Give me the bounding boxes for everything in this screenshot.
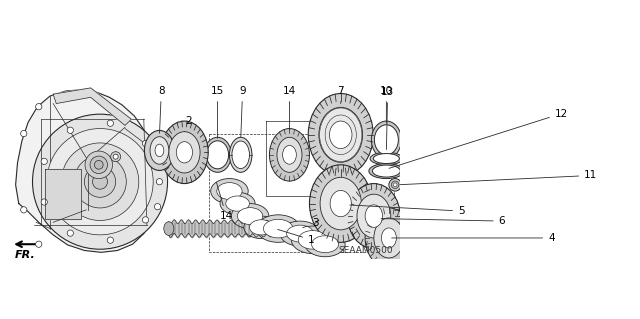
- Circle shape: [84, 166, 116, 197]
- Text: 8: 8: [158, 86, 164, 133]
- Circle shape: [93, 174, 108, 189]
- Ellipse shape: [374, 218, 404, 258]
- Ellipse shape: [155, 144, 164, 157]
- Circle shape: [36, 104, 42, 110]
- Ellipse shape: [145, 130, 175, 170]
- Ellipse shape: [232, 141, 250, 168]
- Ellipse shape: [277, 137, 302, 172]
- Text: 7: 7: [337, 86, 344, 104]
- Circle shape: [74, 155, 126, 208]
- Ellipse shape: [207, 141, 228, 169]
- Circle shape: [108, 237, 113, 243]
- Circle shape: [154, 204, 161, 210]
- Text: 10: 10: [380, 86, 393, 122]
- Circle shape: [111, 152, 121, 162]
- Ellipse shape: [373, 153, 399, 164]
- Circle shape: [47, 129, 153, 235]
- Ellipse shape: [365, 205, 383, 227]
- Text: 15: 15: [211, 86, 224, 138]
- Ellipse shape: [230, 137, 252, 172]
- Ellipse shape: [257, 215, 300, 242]
- Circle shape: [61, 143, 139, 220]
- Circle shape: [108, 120, 113, 126]
- Ellipse shape: [319, 107, 363, 162]
- Ellipse shape: [250, 220, 273, 235]
- Text: 11: 11: [400, 170, 597, 185]
- Ellipse shape: [298, 231, 327, 249]
- Ellipse shape: [237, 208, 263, 225]
- Circle shape: [41, 158, 47, 165]
- Circle shape: [33, 114, 168, 249]
- Circle shape: [67, 230, 74, 236]
- Ellipse shape: [357, 194, 391, 238]
- Ellipse shape: [348, 183, 400, 249]
- Circle shape: [95, 160, 103, 169]
- Ellipse shape: [269, 129, 310, 181]
- Circle shape: [392, 181, 399, 189]
- Circle shape: [156, 179, 163, 185]
- Text: 12: 12: [389, 108, 568, 168]
- Ellipse shape: [169, 132, 200, 173]
- Ellipse shape: [381, 228, 396, 248]
- Circle shape: [41, 199, 47, 205]
- Ellipse shape: [330, 190, 351, 217]
- Circle shape: [67, 127, 74, 133]
- Ellipse shape: [312, 236, 339, 253]
- Ellipse shape: [371, 121, 401, 159]
- Ellipse shape: [231, 204, 269, 229]
- Circle shape: [389, 179, 401, 191]
- Ellipse shape: [226, 196, 250, 211]
- Text: 14: 14: [283, 86, 296, 130]
- Circle shape: [90, 156, 108, 174]
- Ellipse shape: [291, 226, 334, 254]
- Ellipse shape: [204, 137, 231, 172]
- Ellipse shape: [267, 222, 277, 235]
- Ellipse shape: [305, 232, 345, 257]
- Ellipse shape: [287, 225, 314, 242]
- Ellipse shape: [330, 121, 352, 149]
- Ellipse shape: [365, 208, 413, 268]
- Ellipse shape: [220, 192, 255, 215]
- Ellipse shape: [283, 145, 296, 164]
- Text: 1: 1: [278, 229, 315, 245]
- Circle shape: [143, 217, 148, 223]
- Circle shape: [20, 207, 27, 213]
- Ellipse shape: [280, 221, 320, 246]
- Ellipse shape: [264, 219, 293, 238]
- Text: 9: 9: [239, 86, 246, 137]
- Text: 5: 5: [349, 205, 465, 216]
- Ellipse shape: [370, 152, 403, 165]
- Ellipse shape: [161, 121, 208, 183]
- Circle shape: [393, 183, 397, 187]
- Ellipse shape: [308, 93, 373, 176]
- Circle shape: [154, 153, 161, 160]
- Polygon shape: [45, 169, 81, 219]
- Polygon shape: [53, 88, 131, 125]
- Ellipse shape: [369, 164, 404, 179]
- Ellipse shape: [150, 137, 169, 164]
- Ellipse shape: [244, 216, 279, 239]
- Text: FR.: FR.: [15, 250, 35, 261]
- Text: 13: 13: [381, 87, 394, 150]
- Ellipse shape: [372, 165, 401, 177]
- Circle shape: [143, 140, 148, 147]
- Text: 3: 3: [303, 218, 319, 228]
- Ellipse shape: [320, 177, 362, 230]
- Text: SEAAM0500: SEAAM0500: [338, 246, 392, 255]
- Text: 6: 6: [381, 216, 506, 226]
- Ellipse shape: [374, 125, 398, 155]
- Text: 2: 2: [184, 116, 192, 132]
- Circle shape: [36, 241, 42, 247]
- Ellipse shape: [164, 222, 174, 235]
- Circle shape: [113, 154, 118, 159]
- Circle shape: [85, 151, 113, 179]
- Text: 14: 14: [216, 182, 233, 221]
- Ellipse shape: [176, 142, 193, 163]
- Ellipse shape: [211, 179, 248, 204]
- Circle shape: [20, 130, 27, 137]
- Text: 4: 4: [392, 233, 555, 243]
- Polygon shape: [15, 90, 156, 252]
- Ellipse shape: [310, 165, 372, 242]
- Ellipse shape: [217, 183, 242, 199]
